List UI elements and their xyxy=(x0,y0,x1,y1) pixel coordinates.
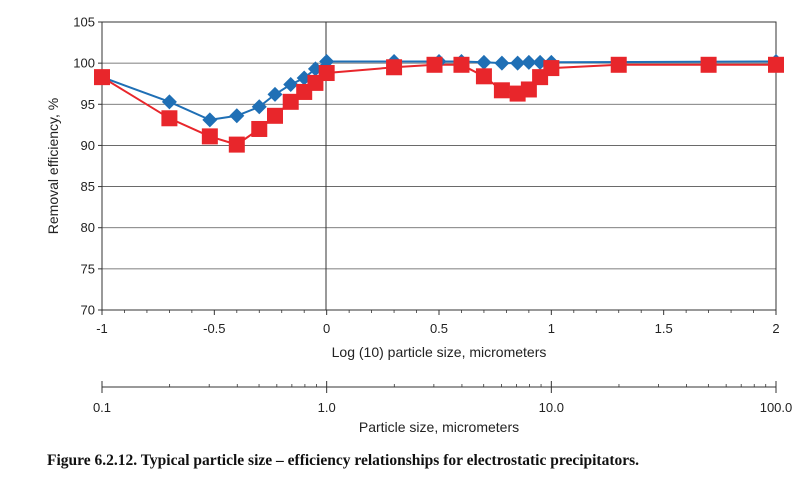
square-marker xyxy=(94,69,110,86)
diamond-marker xyxy=(283,77,299,93)
x-axis-title: Log (10) particle size, micrometers xyxy=(332,344,547,360)
y-tick-label: 80 xyxy=(81,220,95,235)
diamond-marker xyxy=(319,53,335,69)
y-tick-label: 90 xyxy=(81,138,95,153)
y-tick-label: 70 xyxy=(81,303,95,318)
particle-size-tick-label: 1.0 xyxy=(318,400,336,415)
x-tick-label: 0 xyxy=(323,321,330,336)
particle-size-tick-label: 0.1 xyxy=(93,400,111,415)
axis2-layer: 0.1 1.0 10.0 100.0 xyxy=(93,381,792,415)
diamond-marker xyxy=(521,54,537,70)
square-marker xyxy=(700,56,717,73)
figure-caption: Figure 6.2.12. Typical particle size – e… xyxy=(47,452,640,469)
square-marker xyxy=(228,136,245,153)
diamond-marker xyxy=(251,99,267,115)
square-marker xyxy=(426,56,443,73)
y-tick-label: 100 xyxy=(73,56,95,71)
particle-size-tick-label: 10.0 xyxy=(539,400,564,415)
square-marker xyxy=(453,56,470,73)
square-marker xyxy=(266,107,283,124)
square-marker xyxy=(282,93,299,110)
square-marker xyxy=(386,59,403,76)
square-marker xyxy=(318,65,335,82)
square-marker xyxy=(161,110,178,127)
square-marker xyxy=(493,82,510,99)
square-marker xyxy=(520,81,537,98)
particle-size-tick-label: 100.0 xyxy=(760,400,793,415)
chart-svg: 70 75 80 85 90 95 100 105 -1 -0.5 0 0.5 1 1.5 2 Log (1… xyxy=(45,15,792,436)
diamond-marker xyxy=(510,55,526,71)
series-layer xyxy=(94,53,784,153)
x-tick-label: 2 xyxy=(772,321,779,336)
y-axis-title: Removal efficiency, % xyxy=(45,98,61,234)
x-tick-label: 0.5 xyxy=(430,321,448,336)
square-marker xyxy=(543,60,560,77)
diamond-marker xyxy=(267,86,283,102)
y-tick-label: 105 xyxy=(73,15,95,30)
square-marker xyxy=(201,128,218,145)
square-marker xyxy=(610,56,627,73)
diamond-marker xyxy=(229,108,245,124)
diamond-marker xyxy=(494,55,510,71)
diamond-marker xyxy=(476,54,492,70)
diamond-marker xyxy=(161,94,177,110)
square-marker xyxy=(768,56,784,73)
particle-size-axis-title: Particle size, micrometers xyxy=(359,419,519,435)
grid-layer xyxy=(102,62,776,270)
square-marker xyxy=(251,120,268,137)
square-marker xyxy=(475,68,492,85)
x-tick-label: -1 xyxy=(96,321,108,336)
x-tick-label: -0.5 xyxy=(203,321,225,336)
tick-layer: 70 75 80 85 90 95 100 105 -1 -0.5 0 0.5 1 1.5 2 xyxy=(73,15,779,337)
y-tick-label: 75 xyxy=(81,261,95,276)
y-tick-label: 85 xyxy=(81,179,95,194)
diamond-marker xyxy=(202,112,218,128)
x-tick-label: 1.5 xyxy=(655,321,673,336)
y-tick-label: 95 xyxy=(81,97,95,112)
x-tick-label: 1 xyxy=(548,321,555,336)
